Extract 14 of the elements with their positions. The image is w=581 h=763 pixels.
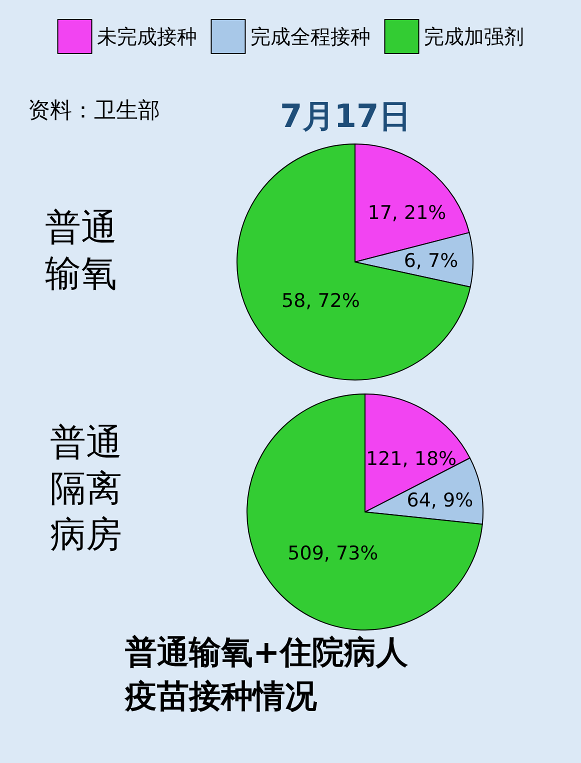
data-label: 6, 7% xyxy=(404,250,458,272)
data-label: 509, 73% xyxy=(288,542,378,564)
legend-label: 未完成接种 xyxy=(96,24,197,48)
data-label: 17, 21% xyxy=(368,202,446,224)
text: 普通输氧 xyxy=(45,208,117,294)
data-label: 121, 18% xyxy=(366,448,457,470)
text: 7月17日 xyxy=(280,97,411,135)
text: 普通输氧+住院病人疫苗接种情况 xyxy=(124,633,409,715)
text: 资料：卫生部 xyxy=(28,98,160,124)
legend-label: 完成加强剂 xyxy=(424,24,524,48)
data-label: 64, 9% xyxy=(406,490,474,512)
data-label: 58, 72% xyxy=(281,290,360,312)
text: 普通隔离病房 xyxy=(50,422,122,556)
legend-label: 完成全程接种 xyxy=(250,24,370,48)
